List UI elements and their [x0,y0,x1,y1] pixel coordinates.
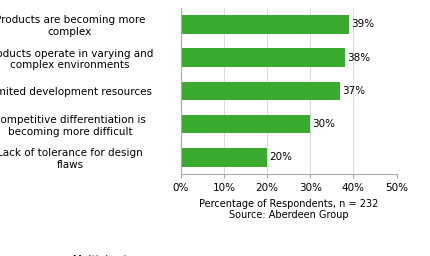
Bar [181,15,348,34]
Text: 39%: 39% [350,19,374,29]
Text: 38%: 38% [346,53,369,63]
Text: 30%: 30% [312,119,335,129]
Bar [181,82,340,100]
Text: 20%: 20% [269,152,292,162]
Bar [181,115,310,133]
Bar [181,48,344,67]
X-axis label: Percentage of Respondents, n = 232
Source: Aberdeen Group: Percentage of Respondents, n = 232 Sourc… [199,199,378,220]
Text: 37%: 37% [342,86,365,96]
Legend: Multiphysics
Respondents: Multiphysics Respondents [52,255,141,256]
Bar [181,148,267,166]
